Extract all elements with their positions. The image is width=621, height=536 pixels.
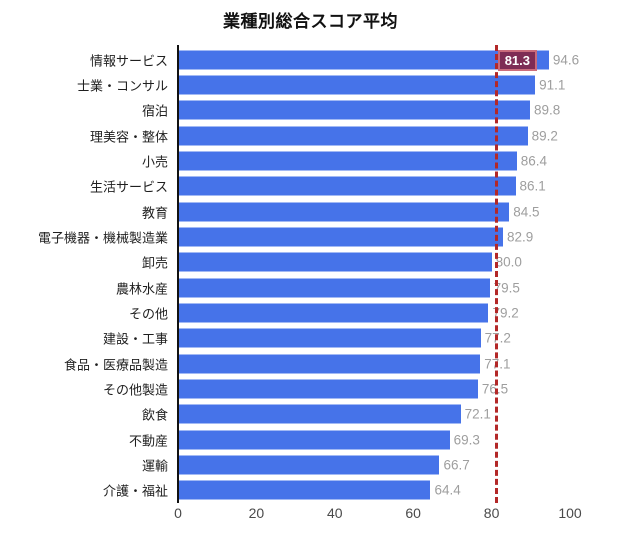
category-label: 士業・コンサル <box>76 78 168 94</box>
category-label: 卸売 <box>141 255 168 271</box>
value-label: 69.3 <box>453 432 480 448</box>
bar <box>178 480 431 500</box>
bar-row: 士業・コンサル 91.1 <box>0 72 621 97</box>
value-label: 76.5 <box>481 381 509 397</box>
x-tick-label: 40 <box>327 505 343 521</box>
value-label: 64.4 <box>434 482 461 498</box>
category-label: 生活サービス <box>89 179 168 195</box>
bar-row: 生活サービス 86.1 <box>0 174 621 199</box>
x-tick-label: 20 <box>248 505 265 521</box>
bar <box>178 50 549 70</box>
bar-row: 電子機器・機械製造業 82.9 <box>0 224 621 249</box>
value-label: 79.2 <box>492 305 519 321</box>
value-label: 86.1 <box>519 178 546 194</box>
category-label: 食品・医療品製造 <box>63 357 168 373</box>
category-label: 建設・工事 <box>102 331 168 347</box>
category-label: 情報サービス <box>89 53 168 69</box>
value-label: 66.7 <box>443 457 470 473</box>
x-tick-label: 0 <box>174 505 182 521</box>
bars-container: 情報サービス 94.6 士業・コンサル 91.1 宿泊 89.8 理美容・整体 89.2 小売 8… <box>0 47 621 503</box>
category-label: 小売 <box>141 154 168 170</box>
bar-row: 介護・福祉 64.4 <box>0 478 621 503</box>
bar <box>178 176 516 196</box>
chart-title: 業種別総合スコア平均 <box>223 12 398 31</box>
bar-row: 情報サービス 94.6 <box>0 47 621 72</box>
bar <box>178 303 489 323</box>
x-tick-label: 80 <box>483 505 500 521</box>
bar <box>178 151 517 171</box>
value-label: 82.9 <box>506 229 534 245</box>
bar-row: 飲食 72.1 <box>0 402 621 427</box>
value-label: 89.2 <box>531 128 558 144</box>
bar <box>178 100 531 120</box>
bar-row: その他製造 76.5 <box>0 376 621 401</box>
bar-row: 理美容・整体 89.2 <box>0 123 621 148</box>
x-tick-label: 60 <box>405 505 421 521</box>
bar <box>178 328 481 348</box>
value-label: 94.6 <box>552 52 580 68</box>
value-label: 80.0 <box>495 254 522 270</box>
value-label: 89.8 <box>534 102 561 118</box>
bar-row: その他 79.2 <box>0 300 621 325</box>
reference-line-label: 81.3 <box>497 50 537 71</box>
category-label: 不動産 <box>128 433 168 449</box>
category-label: 農林水産 <box>115 281 168 297</box>
category-label: 運輸 <box>141 458 168 474</box>
bar-row: 農林水産 79.5 <box>0 275 621 300</box>
reference-line <box>495 45 499 503</box>
category-label: 電子機器・機械製造業 <box>37 230 168 246</box>
bar <box>178 379 478 399</box>
category-label: 飲食 <box>141 407 168 423</box>
value-label: 79.5 <box>493 280 520 296</box>
value-label: 91.1 <box>539 77 566 93</box>
bar-row: 不動産 69.3 <box>0 427 621 452</box>
x-axis-ticks: 0 20 40 60 80 100 <box>0 505 621 523</box>
bar <box>178 354 481 374</box>
bar <box>178 126 528 146</box>
bar <box>178 455 440 475</box>
bar <box>178 75 536 95</box>
y-axis-line <box>177 45 179 503</box>
bar-row: 運輸 66.7 <box>0 452 621 477</box>
bar <box>178 202 510 222</box>
x-tick-label: 100 <box>558 505 582 521</box>
bar <box>178 430 450 450</box>
value-label: 72.1 <box>464 406 491 422</box>
value-label: 86.4 <box>520 153 547 169</box>
bar-row: 小売 86.4 <box>0 148 621 173</box>
bar-row: 卸売 80.0 <box>0 250 621 275</box>
bar-row: 宿泊 89.8 <box>0 98 621 123</box>
category-label: 理美容・整体 <box>89 129 168 145</box>
bar-row: 建設・工事 77.2 <box>0 326 621 351</box>
bar <box>178 404 461 424</box>
bar-row: 食品・医療品製造 77.1 <box>0 351 621 376</box>
bar-row: 教育 84.5 <box>0 199 621 224</box>
category-label: その他製造 <box>102 382 168 398</box>
category-label: 介護・福祉 <box>102 483 168 499</box>
bar <box>178 252 492 272</box>
category-label: その他 <box>128 306 168 322</box>
bar <box>178 278 490 298</box>
bar <box>178 227 503 247</box>
value-label: 84.5 <box>513 204 540 220</box>
category-label: 宿泊 <box>141 103 168 119</box>
category-label: 教育 <box>141 205 168 221</box>
